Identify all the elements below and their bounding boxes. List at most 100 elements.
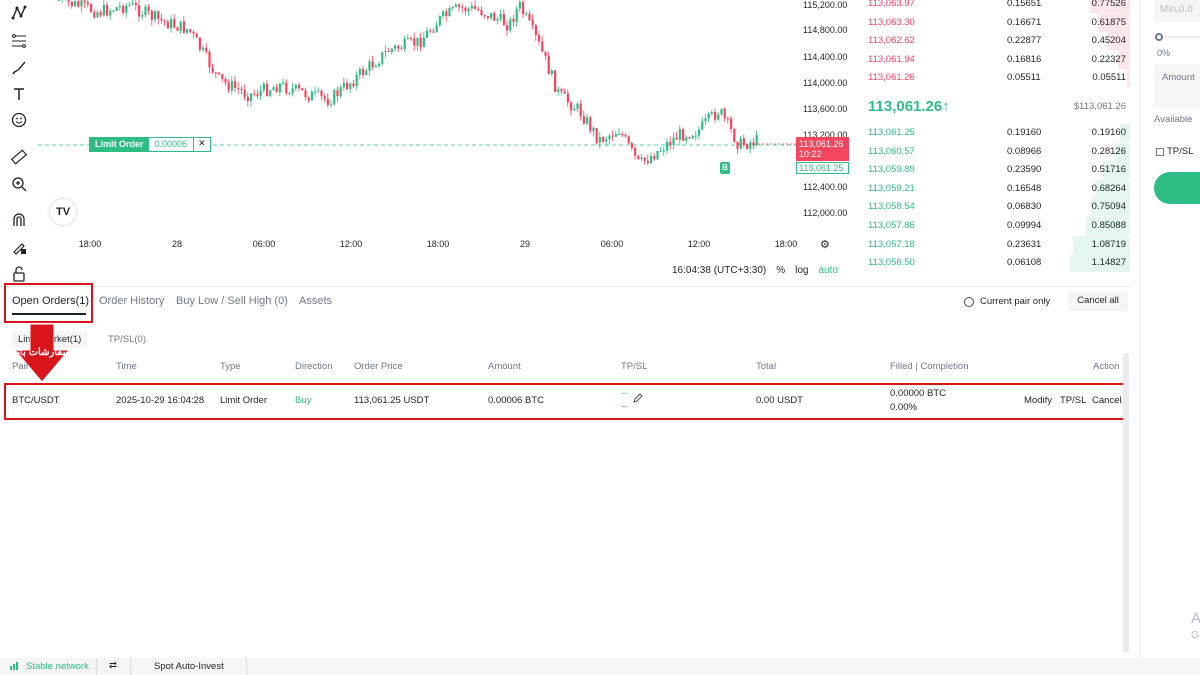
status-bar: Stable network ⇄ Spot Auto-Invest [0,658,1200,675]
tab-buy-low-sell-high[interactable]: Buy Low / Sell High (0) [176,295,288,307]
candle-body [234,81,237,88]
ask-price: 113,063.30 [868,16,915,28]
candle-body [525,13,528,15]
candle-body [426,30,429,38]
tab-assets[interactable]: Assets [299,295,333,307]
cancel-all-button[interactable]: Cancel all [1068,291,1128,311]
candle-body [403,38,406,49]
candle-body [611,135,614,137]
text-icon[interactable] [10,85,28,103]
bid-row[interactable]: 113,059.89 0.23590 0.51716 [862,161,1130,180]
candle-body [195,33,198,38]
lock-drawing-icon[interactable] [10,238,28,256]
subtab-tpsl[interactable]: TP/SL(0) [108,334,147,345]
tpsl-checkbox[interactable]: TP/SL [1156,146,1193,157]
candle-body [646,160,649,164]
candle-body [150,10,153,20]
bid-row[interactable]: 113,056.50 0.06108 1.14827 [862,254,1130,273]
candle-body [275,87,278,93]
bid-total: 0.19160 [1091,127,1126,138]
candle-body [131,3,134,5]
current-pair-toggle[interactable]: Current pair only [964,296,1050,307]
tpsl-button[interactable]: TP/SL [1060,395,1087,406]
amount-input[interactable]: Amount [1154,64,1200,108]
candle-body [208,51,211,68]
emoji-icon[interactable] [10,111,28,129]
slider-handle[interactable] [1155,33,1163,41]
brush-icon[interactable] [10,59,28,77]
bid-row[interactable]: 113,057.86 0.09994 0.85088 [862,217,1130,235]
log-toggle[interactable]: log [795,264,809,276]
ask-row[interactable]: 113,063.97 0.15651 0.77526 [862,0,1130,13]
tab-open-orders[interactable]: Open Orders(1) [12,295,90,307]
scrollbar[interactable] [1123,353,1129,653]
candle-body [675,137,678,140]
candle-body [666,141,669,151]
cancel-button[interactable]: Cancel [1092,395,1122,406]
candle-body [237,87,240,90]
bid-row[interactable]: 113,060.57 0.08966 0.28126 [862,142,1130,161]
slider-track[interactable] [1163,36,1200,38]
fib-icon[interactable] [10,32,28,50]
candle-body [624,135,627,137]
candle-body [704,118,707,122]
bid-price: 113,061.25 [868,127,915,138]
candle-body [189,29,192,32]
candle-body [310,91,313,101]
candle-body [288,93,291,95]
candle-body [480,9,483,16]
zoom-in-icon[interactable] [10,175,28,193]
bid-row[interactable]: 113,059.21 0.16548 0.68264 [862,179,1130,198]
ask-amount: 0.05511 [1007,72,1041,84]
ask-row[interactable]: 113,062.62 0.22877 0.45204 [862,32,1130,51]
candle-body [333,89,336,105]
auto-toggle[interactable]: auto [818,264,838,276]
buy-button[interactable] [1154,172,1200,204]
chart-settings-icon[interactable]: ⚙ [820,239,830,251]
min-price-input[interactable]: Min.0.0 [1154,0,1200,22]
x-tick: 28 [171,239,183,249]
limit-order-tag[interactable]: Limit Order 0.00006 ✕ [89,137,211,152]
x-tick: 18:00 [426,239,450,249]
candle-body [381,52,384,64]
chart-time: 16:04:38 (UTC+3:30) [672,264,767,276]
candle-body [717,114,720,120]
candle-body [755,134,758,146]
ask-total: 0.77526 [1091,0,1126,9]
ask-total: 0.05511 [1092,72,1126,84]
candle-body [698,129,701,136]
percent-toggle[interactable]: % [776,264,786,276]
candle-body [448,8,451,17]
ask-total: 0.61875 [1091,16,1126,28]
candle-body [285,82,288,94]
bid-amount: 0.23590 [1007,164,1042,176]
ask-row[interactable]: 113,061.26 0.05511 0.05511 [862,69,1130,88]
price-chart[interactable]: 115,200.00 114,800.00 114,400.00 114,000… [38,0,854,285]
ask-row[interactable]: 113,061.94 0.16816 0.22327 [862,50,1130,69]
candle-body [170,19,173,29]
unlock-icon[interactable] [10,265,28,283]
candle-body [544,51,547,56]
magnet-icon[interactable] [10,211,28,229]
candle-body [614,134,617,137]
candle-body [205,47,208,52]
swap-icon[interactable]: ⇄ [109,660,117,671]
ask-row[interactable]: 113,063.30 0.16671 0.61875 [862,13,1130,32]
y-tick: 113,600.00 [803,104,848,114]
bid-row[interactable]: 113,058.54 0.06830 0.75094 [862,198,1130,217]
tradingview-logo[interactable]: TV [50,199,76,225]
modify-button[interactable]: Modify [1024,395,1052,406]
ruler-icon[interactable] [10,148,28,166]
close-icon[interactable]: ✕ [198,138,206,148]
row-completion: 0.00% [890,402,917,413]
bid-price: 113,056.50 [868,257,915,269]
candle-body [598,137,601,143]
candle-body [570,102,573,111]
bid-row[interactable]: 113,061.25 0.19160 0.19160 [862,124,1130,142]
tab-order-history[interactable]: Order History [99,295,165,307]
edit-icon[interactable] [633,393,643,406]
pattern-icon[interactable] [10,4,28,22]
auto-invest-link[interactable]: Spot Auto-Invest [154,661,224,672]
candle-body [109,10,112,16]
bid-row[interactable]: 113,057.18 0.23631 1.08719 [862,235,1130,254]
